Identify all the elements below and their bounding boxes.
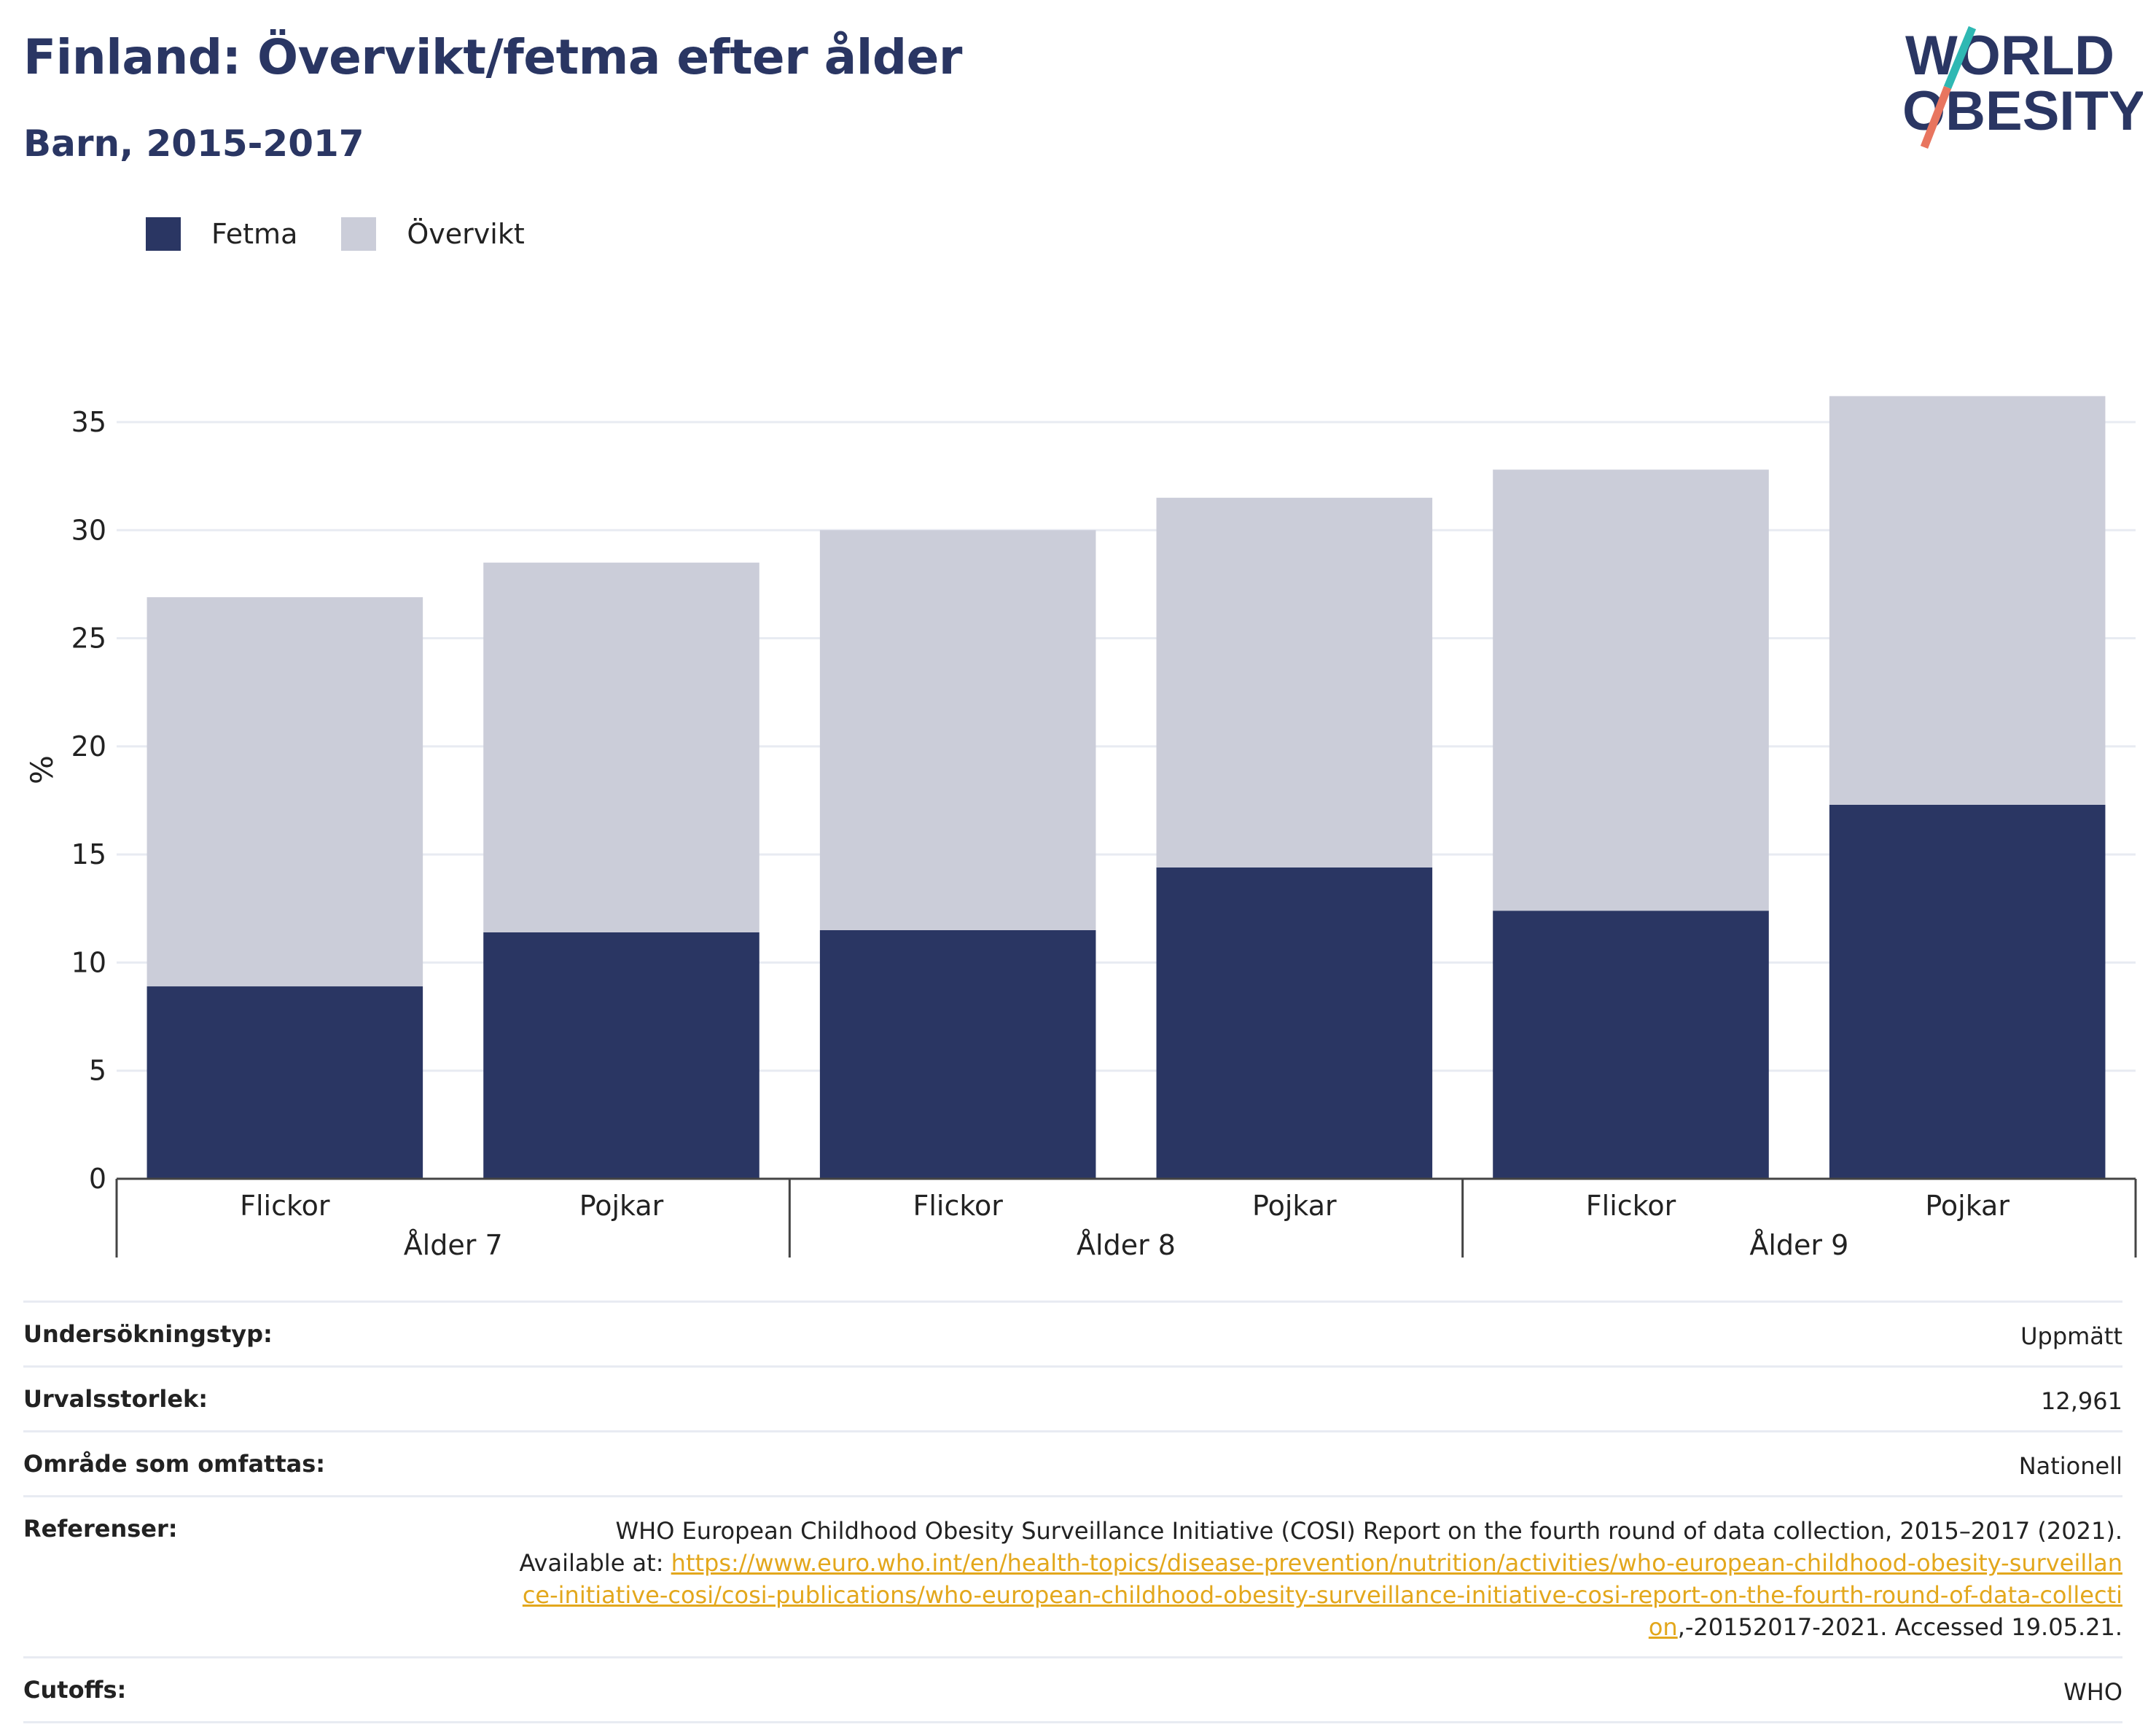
group-label: Ålder 8 <box>1077 1229 1176 1261</box>
info-row-sample-size: Urvalsstorlek: 12,961 <box>23 1365 2122 1430</box>
y-tick-label: 25 <box>71 623 106 655</box>
page-subtitle: Barn, 2015-2017 <box>23 122 364 165</box>
reference-accessed: ,-20152017-2021. Accessed 19.05.21. <box>1677 1613 2122 1641</box>
y-tick-label: 35 <box>71 406 106 438</box>
legend-label-fetma: Fetma <box>211 218 298 250</box>
legend-item-fetma[interactable]: Fetma <box>146 217 297 251</box>
stacked-bar-chart: 0 5 10 15 20 25 30 35 Flickor Pojkar Flickor Pojka… <box>24 396 2137 1261</box>
info-value-area: Nationell <box>2018 1452 2122 1480</box>
y-tick-label: 10 <box>71 946 106 978</box>
bar-overvikt[interactable] <box>147 597 423 987</box>
info-value-cutoffs: WHO <box>2063 1678 2122 1706</box>
bar-fetma[interactable] <box>1493 911 1769 1179</box>
x-tick-label: Pojkar <box>1925 1190 2009 1222</box>
y-tick-label: 30 <box>71 514 106 546</box>
info-row-cutoffs: Cutoffs: WHO <box>23 1656 2122 1723</box>
legend-label-overvikt: Övervikt <box>407 218 525 250</box>
legend-swatch-fetma <box>146 217 181 251</box>
bar-overvikt[interactable] <box>1493 469 1769 911</box>
y-axis-title: % <box>24 755 60 784</box>
logo-line1: WORLD <box>1905 25 2114 87</box>
bar-overvikt[interactable] <box>483 562 759 932</box>
bar-overvikt[interactable] <box>819 530 1096 930</box>
x-tick-label: Flickor <box>240 1190 330 1222</box>
info-row-area: Område som omfattas: Nationell <box>23 1430 2122 1495</box>
group-label: Ålder 7 <box>404 1229 503 1261</box>
info-value-sample-size: 12,961 <box>2041 1387 2122 1415</box>
info-key-sample-size: Urvalsstorlek: <box>23 1385 208 1413</box>
bar-fetma[interactable] <box>1829 804 2106 1179</box>
chart-gridlines <box>117 421 2136 1072</box>
bar-fetma[interactable] <box>1156 867 1433 1179</box>
info-value-references: WHO European Childhood Obesity Surveilla… <box>519 1515 2122 1643</box>
world-obesity-logo: WORLD OBESITY <box>1902 25 2143 149</box>
page-title: Finland: Övervikt/fetma efter ålder <box>23 29 962 85</box>
x-axis: Flickor Pojkar Flickor Pojkar Flickor Pojkar Å… <box>115 1177 2137 1261</box>
info-row-survey-type: Undersökningstyp: Uppmätt <box>23 1301 2122 1365</box>
info-key-area: Område som omfattas: <box>23 1450 326 1478</box>
x-tick-label: Flickor <box>1586 1190 1676 1222</box>
x-tick-label: Flickor <box>913 1190 1003 1222</box>
bar-overvikt[interactable] <box>1156 497 1433 868</box>
group-label: Ålder 9 <box>1749 1229 1848 1261</box>
legend-item-overvikt[interactable]: Övervikt <box>341 217 525 251</box>
reference-text: WHO European Childhood Obesity Surveilla… <box>519 1517 2122 1577</box>
reference-link[interactable]: https://www.euro.who.int/en/health-topic… <box>522 1549 2122 1641</box>
y-tick-label: 15 <box>71 838 106 870</box>
y-tick-label: 5 <box>89 1055 106 1087</box>
x-tick-label: Pojkar <box>579 1190 664 1222</box>
info-table: Undersökningstyp: Uppmätt Urvalsstorlek:… <box>23 1301 2122 1723</box>
info-key-survey-type: Undersökningstyp: <box>23 1320 273 1348</box>
bar-fetma[interactable] <box>147 986 423 1179</box>
legend-swatch-overvikt <box>341 217 377 251</box>
info-key-references: Referenser: <box>23 1515 178 1543</box>
bar-fetma[interactable] <box>819 929 1096 1179</box>
y-axis: 0 5 10 15 20 25 30 35 <box>71 406 106 1195</box>
info-row-references: Referenser: WHO European Childhood Obesi… <box>23 1495 2122 1656</box>
y-tick-label: 0 <box>89 1163 106 1195</box>
x-tick-label: Pojkar <box>1252 1190 1337 1222</box>
info-value-survey-type: Uppmätt <box>2020 1322 2122 1350</box>
info-key-cutoffs: Cutoffs: <box>23 1676 127 1704</box>
bar-overvikt[interactable] <box>1829 396 2106 805</box>
bar-fetma[interactable] <box>483 932 759 1179</box>
y-tick-label: 20 <box>71 730 106 763</box>
chart-bars <box>147 396 2106 1179</box>
chart-legend: Fetma Övervikt <box>146 217 569 251</box>
